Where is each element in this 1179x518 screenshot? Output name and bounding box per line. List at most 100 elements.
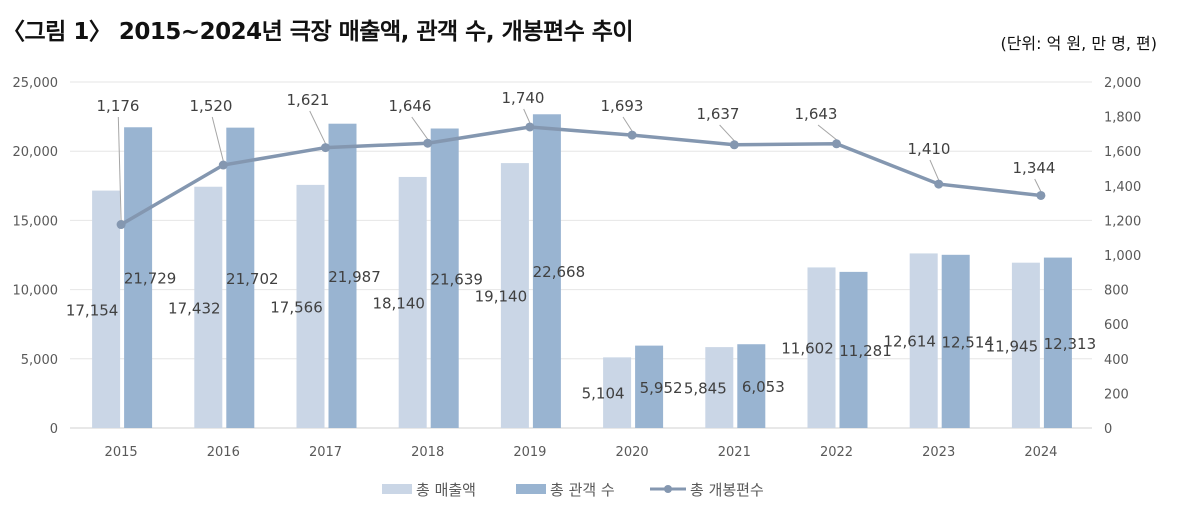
y-right-tick-label: 1,400 <box>1104 180 1141 195</box>
audience-data-label: 21,729 <box>124 270 177 288</box>
leader-line <box>309 110 326 144</box>
audience-data-label: 6,053 <box>742 378 785 396</box>
releases-point <box>116 220 126 230</box>
revenue-data-label: 5,104 <box>582 385 625 403</box>
revenue-data-label: 17,432 <box>168 299 221 317</box>
releases-data-label: 1,643 <box>795 105 838 123</box>
leader-line <box>719 124 735 142</box>
y-right-tick-label: 0 <box>1104 422 1112 437</box>
y-right-tick-label: 600 <box>1104 318 1129 333</box>
leader-line <box>117 116 122 221</box>
audience-data-label: 21,987 <box>328 268 381 286</box>
y-left-tick-label: 20,000 <box>13 145 59 160</box>
audience-data-label: 12,313 <box>1044 335 1097 353</box>
y-right-tick-label: 1,200 <box>1104 214 1141 229</box>
unit-note: (단위: 억 원, 만 명, 편) <box>1000 34 1157 53</box>
legend-label-revenue: 총 매출액 <box>416 481 476 499</box>
revenue-data-label: 19,140 <box>475 288 528 306</box>
releases-point <box>218 160 228 170</box>
chart-title: 〈그림 1〉 2015~2024년 극장 매출액, 관객 수, 개봉편수 추이 <box>2 19 634 45</box>
leader-line <box>929 159 940 181</box>
revenue-bar <box>500 163 529 428</box>
y-right-tick-label: 2,000 <box>1104 76 1141 91</box>
releases-line <box>120 125 1042 227</box>
releases-data-label: 1,621 <box>287 91 330 109</box>
revenue-bar <box>909 253 938 428</box>
y-left-tick-label: 25,000 <box>13 76 59 91</box>
revenue-bar <box>194 186 223 428</box>
revenue-bar <box>296 184 325 428</box>
releases-data-label: 1,520 <box>190 97 233 115</box>
leader-line <box>622 116 633 132</box>
releases-point <box>627 130 637 140</box>
releases-point <box>321 143 330 153</box>
y-left-tick-label: 15,000 <box>13 214 59 229</box>
revenue-data-label: 5,845 <box>684 380 727 398</box>
releases-data-label: 1,637 <box>697 105 740 123</box>
revenue-bar <box>807 267 836 428</box>
y-right-tick-label: 1,800 <box>1104 111 1141 126</box>
releases-point <box>525 122 535 132</box>
revenue-bar <box>705 347 734 428</box>
revenue-bar <box>398 176 427 428</box>
y-right-tick-label: 800 <box>1104 284 1129 299</box>
y-right-tick-label: 1,000 <box>1104 249 1141 264</box>
y-left-tick-label: 5,000 <box>21 353 58 368</box>
releases-data-label: 1,740 <box>502 89 545 107</box>
releases-data-label: 1,176 <box>97 97 140 115</box>
legend-marker-releases <box>664 485 672 493</box>
revenue-data-label: 18,140 <box>372 294 425 312</box>
audience-data-label: 5,952 <box>640 379 683 397</box>
releases-point <box>729 140 739 150</box>
y-left-tick-label: 0 <box>50 422 58 437</box>
x-tick-label: 2022 <box>820 445 853 460</box>
audience-bar <box>839 271 868 428</box>
x-tick-label: 2021 <box>718 445 751 460</box>
legend-swatch-revenue <box>382 484 412 494</box>
leader-line <box>211 116 224 162</box>
audience-bar <box>328 123 357 428</box>
audience-bar <box>430 128 459 428</box>
audience-data-label: 21,702 <box>226 270 279 288</box>
x-tick-label: 2018 <box>411 445 444 460</box>
revenue-bar <box>92 190 121 428</box>
leader-line <box>523 108 531 124</box>
audience-bar <box>532 114 561 429</box>
y-right-tick-label: 200 <box>1104 387 1129 402</box>
audience-data-label: 12,514 <box>941 333 994 351</box>
y-right-tick-label: 400 <box>1104 353 1129 368</box>
releases-data-label: 1,410 <box>908 140 951 158</box>
x-tick-label: 2019 <box>513 445 546 460</box>
audience-bar <box>1043 257 1072 428</box>
y-right-tick-label: 1,600 <box>1104 145 1141 160</box>
releases-data-label: 1,693 <box>601 97 644 115</box>
legend-swatch-audience <box>516 484 546 494</box>
revenue-data-label: 17,566 <box>270 298 323 316</box>
legend-label-audience: 총 관객 수 <box>550 481 615 499</box>
revenue-bar <box>603 357 632 428</box>
revenue-data-label: 11,602 <box>781 340 834 358</box>
releases-point <box>1036 190 1046 200</box>
leader-line <box>411 116 429 140</box>
audience-bar <box>124 127 153 429</box>
x-tick-label: 2023 <box>922 445 955 460</box>
audience-data-label: 21,639 <box>430 270 483 288</box>
audience-bar <box>737 344 766 428</box>
revenue-data-label: 17,154 <box>66 301 119 319</box>
revenue-bar <box>1011 262 1040 428</box>
x-tick-label: 2015 <box>105 445 138 460</box>
x-tick-label: 2017 <box>309 445 342 460</box>
releases-point <box>832 139 841 149</box>
leader-line <box>1034 178 1042 192</box>
x-tick-label: 2016 <box>207 445 240 460</box>
revenue-data-label: 12,614 <box>883 333 936 351</box>
leader-line <box>817 124 837 141</box>
audience-data-label: 11,281 <box>839 342 892 360</box>
releases-point <box>423 138 433 148</box>
releases-data-label: 1,646 <box>389 97 432 115</box>
y-left-tick-label: 10,000 <box>13 284 59 299</box>
releases-data-label: 1,344 <box>1013 159 1056 177</box>
x-tick-label: 2024 <box>1024 445 1057 460</box>
audience-bar <box>635 345 664 428</box>
